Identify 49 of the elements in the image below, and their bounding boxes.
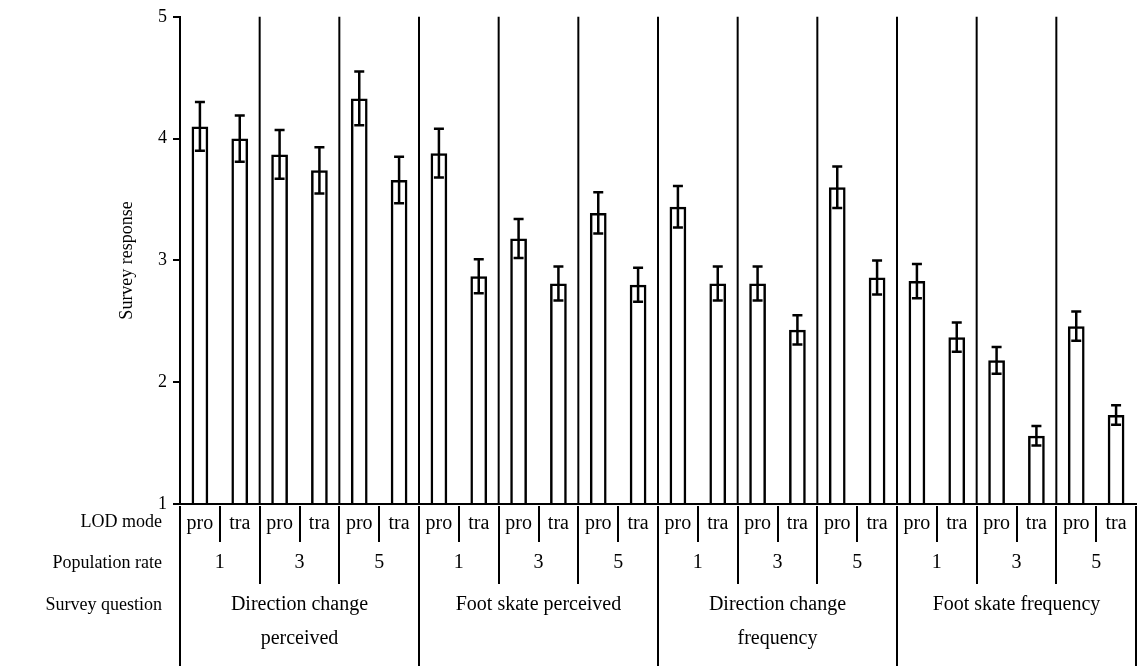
x-tick-label: tra: [308, 511, 331, 534]
text: 5: [1091, 550, 1102, 573]
x-tick-label: tra: [627, 511, 649, 534]
y-tick-label: 1: [158, 492, 167, 513]
text: 3: [1011, 550, 1022, 573]
x-tick-label: tra: [1105, 511, 1127, 534]
x-tick-label: tra: [707, 511, 729, 534]
text: Direction change frequency: [708, 592, 847, 650]
x-tick-label: tra: [229, 511, 251, 534]
text: Foot skate frequency: [932, 592, 1101, 616]
text: Population rate: [52, 551, 162, 572]
x-tick-label: pro: [1062, 511, 1090, 535]
x-tick-label: pro: [266, 511, 293, 535]
y-tick-label: 5: [158, 5, 167, 26]
x-tick-label: pro: [744, 511, 771, 535]
x-tick-label: pro: [664, 511, 692, 535]
text: 3: [294, 550, 305, 573]
x-tick-label: tra: [547, 511, 570, 534]
text: 1: [214, 550, 225, 573]
text: 3: [772, 550, 783, 573]
text: 3: [533, 550, 544, 573]
text: 5: [852, 550, 863, 573]
y-tick-label: 4: [158, 127, 167, 148]
x-tick-label: pro: [345, 511, 373, 535]
x-tick-label: pro: [505, 511, 532, 535]
y-tick-label: 2: [158, 370, 167, 391]
text: Direction change perceived: [230, 592, 369, 650]
x-tick-label: pro: [823, 511, 851, 535]
text: LOD mode: [80, 510, 163, 531]
x-tick-label: tra: [468, 511, 490, 534]
text: 1: [931, 550, 942, 573]
x-tick-label: tra: [866, 511, 888, 534]
text: Foot skate perceived: [455, 592, 622, 616]
text: 5: [374, 550, 385, 573]
x-tick-label: tra: [1025, 511, 1048, 534]
x-tick-label: pro: [425, 511, 453, 535]
text: 5: [613, 550, 624, 573]
x-tick-label: tra: [388, 511, 410, 534]
x-tick-label: pro: [983, 511, 1010, 535]
text: Survey question: [45, 593, 162, 614]
y-axis-title: Survey response: [115, 201, 136, 320]
x-tick-label: tra: [946, 511, 968, 534]
text: 1: [453, 550, 464, 573]
x-tick-label: tra: [786, 511, 809, 534]
x-tick-label: pro: [186, 511, 214, 535]
x-tick-label: pro: [584, 511, 612, 535]
x-tick-label: pro: [903, 511, 931, 535]
y-tick-label: 3: [158, 249, 167, 270]
text: 1: [692, 550, 703, 573]
